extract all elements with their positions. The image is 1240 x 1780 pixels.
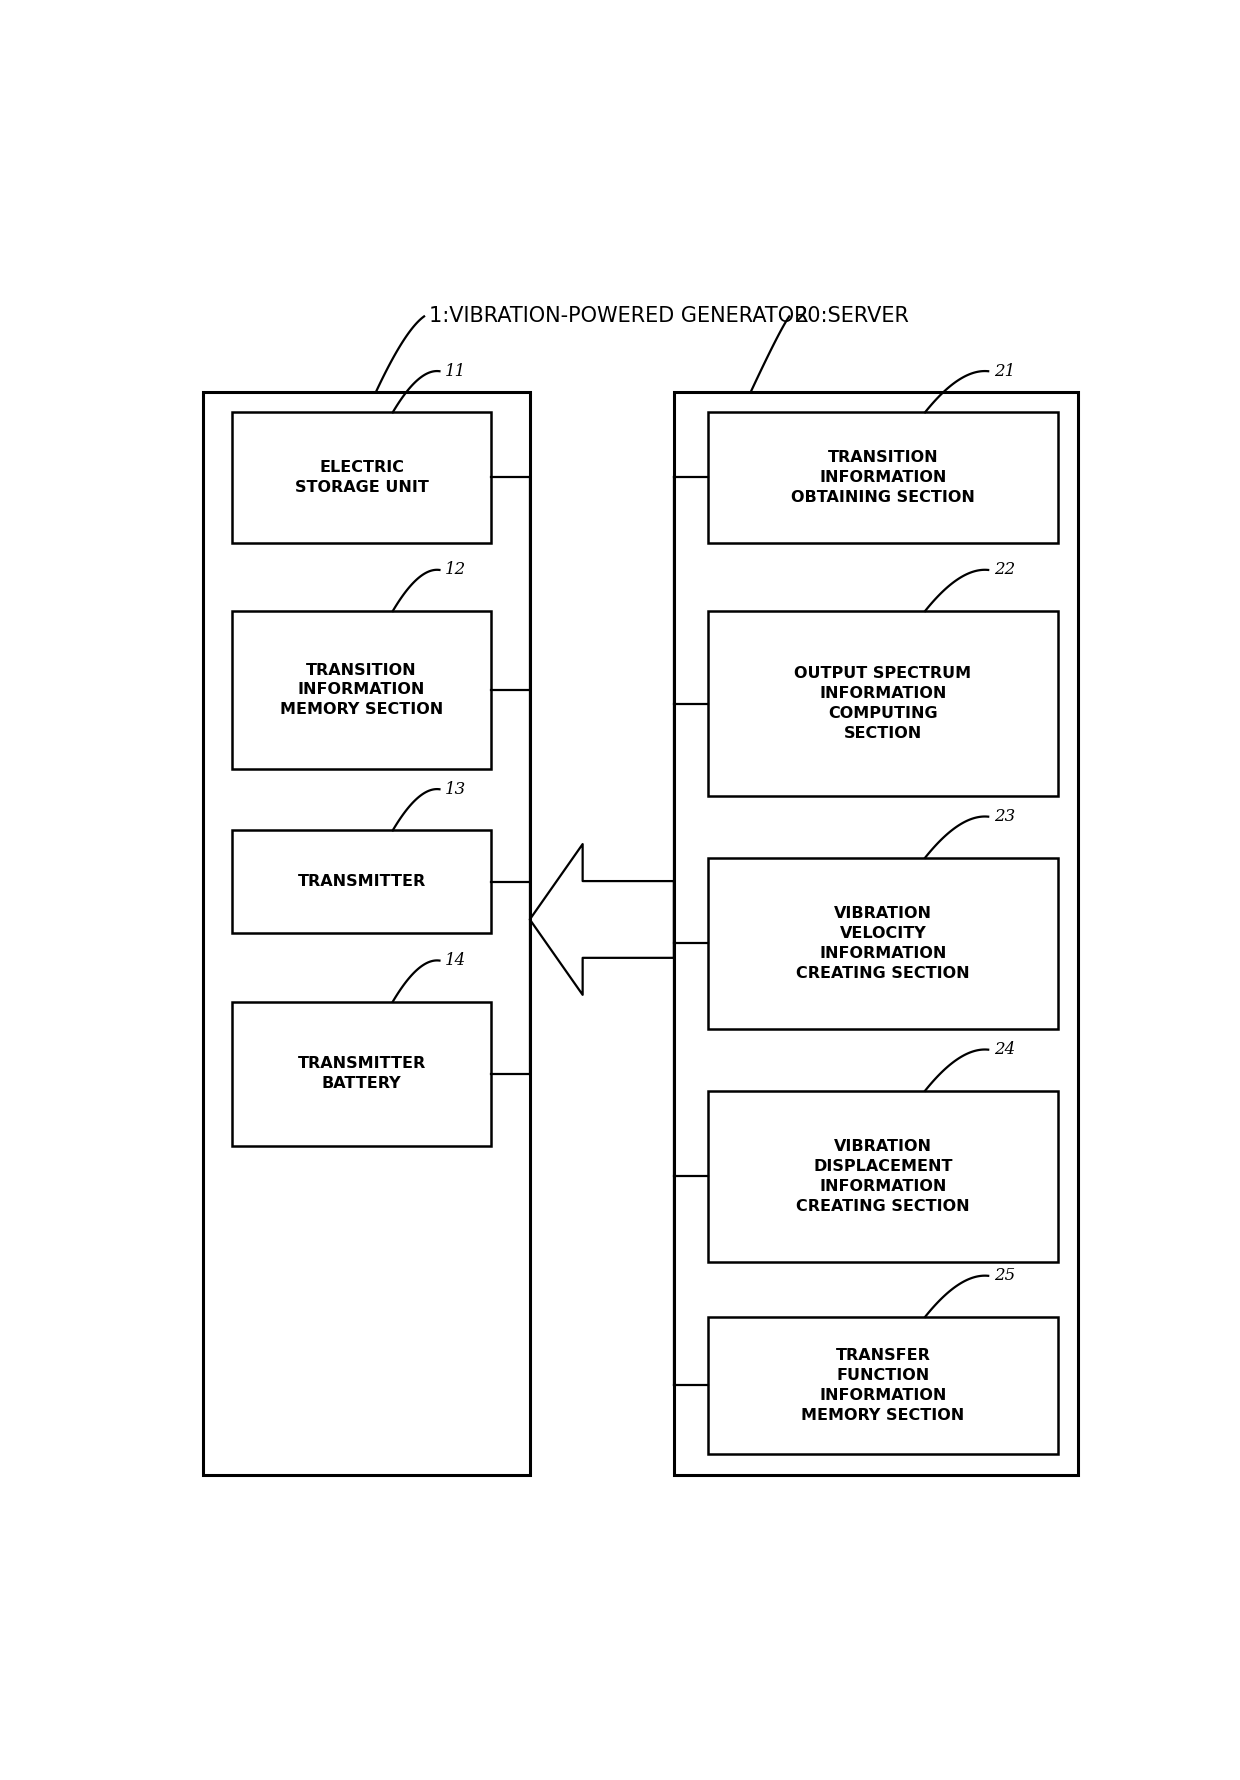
Text: 21: 21 [994, 363, 1016, 379]
Text: 14: 14 [445, 952, 466, 968]
Text: 13: 13 [445, 781, 466, 797]
Text: 12: 12 [445, 561, 466, 579]
Bar [232, 829, 491, 933]
Text: 11: 11 [445, 363, 466, 379]
Bar [708, 1091, 1058, 1262]
Text: TRANSMITTER: TRANSMITTER [298, 874, 425, 890]
Text: ELECTRIC
STORAGE UNIT: ELECTRIC STORAGE UNIT [295, 459, 429, 495]
Text: VIBRATION
DISPLACEMENT
INFORMATION
CREATING SECTION: VIBRATION DISPLACEMENT INFORMATION CREAT… [796, 1139, 970, 1214]
Bar [708, 413, 1058, 543]
Text: TRANSMITTER
BATTERY: TRANSMITTER BATTERY [298, 1056, 425, 1091]
Bar [232, 1002, 491, 1146]
Text: 1:VIBRATION-POWERED GENERATOR: 1:VIBRATION-POWERED GENERATOR [429, 306, 808, 326]
Text: 20:SERVER: 20:SERVER [794, 306, 909, 326]
Bar [675, 392, 1078, 1474]
Text: 24: 24 [994, 1041, 1016, 1057]
Text: TRANSITION
INFORMATION
OBTAINING SECTION: TRANSITION INFORMATION OBTAINING SECTION [791, 450, 975, 506]
Text: 25: 25 [994, 1267, 1016, 1285]
Text: TRANSITION
INFORMATION
MEMORY SECTION: TRANSITION INFORMATION MEMORY SECTION [280, 662, 443, 717]
Bar [708, 1317, 1058, 1454]
Bar [708, 611, 1058, 796]
Bar [232, 413, 491, 543]
Text: OUTPUT SPECTRUM
INFORMATION
COMPUTING
SECTION: OUTPUT SPECTRUM INFORMATION COMPUTING SE… [795, 666, 971, 740]
Text: 23: 23 [994, 808, 1016, 826]
Text: TRANSFER
FUNCTION
INFORMATION
MEMORY SECTION: TRANSFER FUNCTION INFORMATION MEMORY SEC… [801, 1347, 965, 1422]
Bar [708, 858, 1058, 1029]
Bar [232, 611, 491, 769]
Bar [203, 392, 529, 1474]
Text: 22: 22 [994, 561, 1016, 579]
Text: VIBRATION
VELOCITY
INFORMATION
CREATING SECTION: VIBRATION VELOCITY INFORMATION CREATING … [796, 906, 970, 981]
